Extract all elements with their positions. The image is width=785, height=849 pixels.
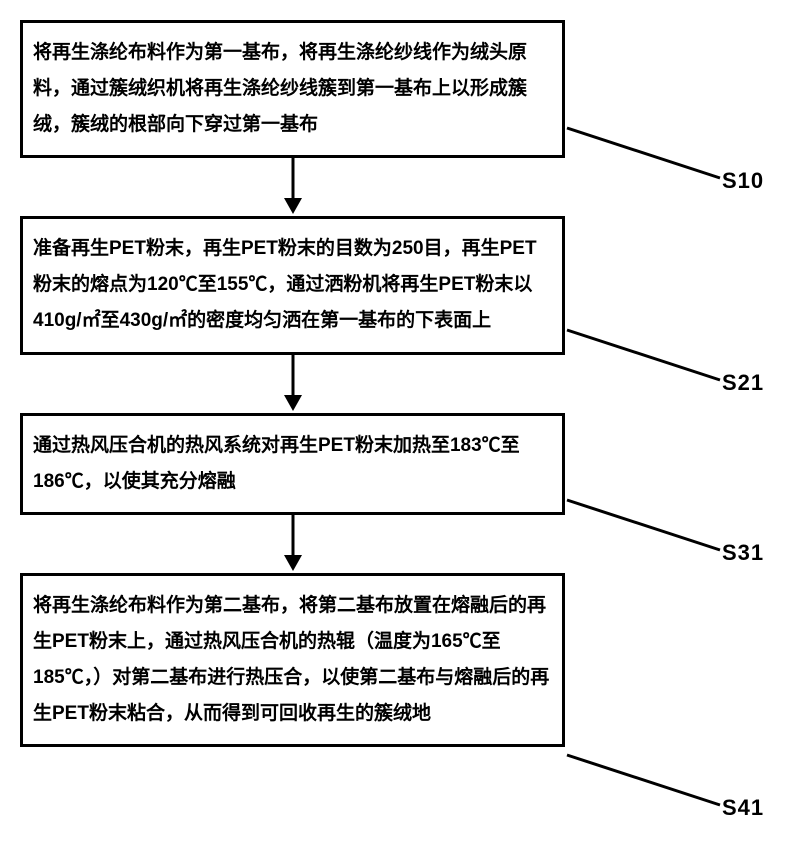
connector-line-s31 (567, 500, 720, 550)
step-label-s41: S41 (722, 795, 764, 821)
connector-line-s41 (567, 755, 720, 805)
arrow-3 (20, 515, 565, 573)
step-text: 准备再生PET粉末，再生PET粉末的目数为250目，再生PET粉末的熔点为120… (33, 238, 537, 331)
step-label-s21: S21 (722, 370, 764, 396)
arrow-down-icon (284, 395, 302, 411)
arrow-line-icon (291, 158, 294, 202)
flowchart-container: 将再生涤纶布料作为第一基布，将再生涤纶纱线作为绒头原料，通过簇绒织机将再生涤纶纱… (15, 20, 775, 747)
arrow-down-icon (284, 198, 302, 214)
arrow-2 (20, 355, 565, 413)
step-label-s31: S31 (722, 540, 764, 566)
step-text: 将再生涤纶布料作为第二基布，将第二基布放置在熔融后的再生PET粉末上，通过热风压… (33, 595, 549, 724)
step-label-s10: S10 (722, 168, 764, 194)
step-box-s10: 将再生涤纶布料作为第一基布，将再生涤纶纱线作为绒头原料，通过簇绒织机将再生涤纶纱… (20, 20, 565, 158)
arrow-line-icon (291, 515, 294, 559)
arrow-1 (20, 158, 565, 216)
arrow-down-icon (284, 555, 302, 571)
arrow-line-icon (291, 355, 294, 399)
step-text: 将再生涤纶布料作为第一基布，将再生涤纶纱线作为绒头原料，通过簇绒织机将再生涤纶纱… (33, 42, 527, 135)
step-text: 通过热风压合机的热风系统对再生PET粉末加热至183℃至186℃，以使其充分熔融 (33, 435, 520, 492)
connector-line-s10 (567, 128, 720, 178)
step-box-s21: 准备再生PET粉末，再生PET粉末的目数为250目，再生PET粉末的熔点为120… (20, 216, 565, 354)
step-box-s31: 通过热风压合机的热风系统对再生PET粉末加热至183℃至186℃，以使其充分熔融 (20, 413, 565, 515)
connector-line-s21 (567, 330, 720, 380)
step-box-s41: 将再生涤纶布料作为第二基布，将第二基布放置在熔融后的再生PET粉末上，通过热风压… (20, 573, 565, 747)
